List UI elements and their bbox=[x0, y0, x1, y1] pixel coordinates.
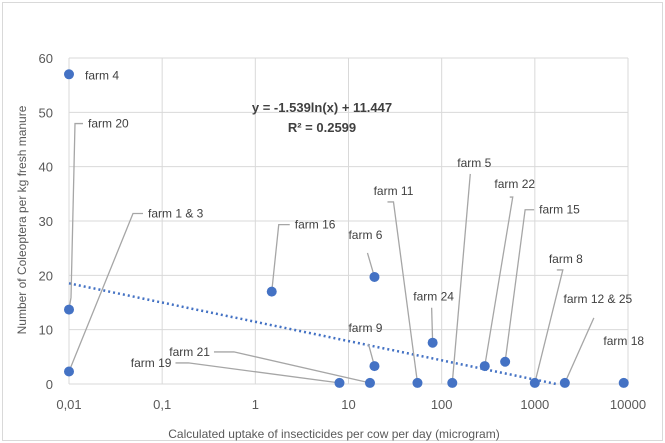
y-tick-label: 10 bbox=[39, 323, 53, 338]
y-tick-label: 30 bbox=[39, 214, 53, 229]
leader-line bbox=[68, 212, 143, 372]
leader-line bbox=[484, 196, 514, 367]
data-point bbox=[500, 356, 511, 367]
point-label: farm 4 bbox=[85, 68, 119, 82]
y-tick-labels: 0 10 20 30 40 50 60 bbox=[39, 51, 53, 392]
point-label: farm 19 bbox=[131, 356, 172, 370]
data-point bbox=[412, 377, 423, 388]
data-point bbox=[447, 377, 458, 388]
leader-line bbox=[564, 317, 595, 384]
point-label: farm 15 bbox=[539, 203, 580, 217]
point-label: farm 24 bbox=[413, 290, 454, 304]
point-label: farm 12 & 25 bbox=[564, 292, 633, 306]
point-label: farm 5 bbox=[457, 156, 491, 170]
point-label: farm 22 bbox=[494, 177, 535, 191]
x-tick-label: 100 bbox=[431, 397, 453, 412]
point-label: farm 1 & 3 bbox=[148, 207, 204, 221]
leader-line bbox=[504, 209, 535, 362]
grid bbox=[68, 57, 629, 385]
leader-line bbox=[175, 362, 340, 384]
y-tick-label: 20 bbox=[39, 268, 53, 283]
leader-line bbox=[534, 269, 564, 384]
leader-line bbox=[213, 351, 371, 384]
x-axis-title: Calculated uptake of insecticides per co… bbox=[168, 427, 499, 441]
data-point bbox=[427, 337, 438, 348]
data-points bbox=[64, 69, 629, 388]
leader-line bbox=[430, 307, 434, 343]
data-point bbox=[266, 286, 277, 297]
point-label: farm 18 bbox=[603, 334, 644, 348]
point-label: farm 21 bbox=[169, 345, 210, 359]
x-tick-label: 0,01 bbox=[56, 397, 81, 412]
point-label: farm 9 bbox=[348, 321, 382, 335]
data-point bbox=[369, 271, 380, 282]
leader-lines bbox=[68, 122, 595, 384]
point-label: farm 20 bbox=[88, 117, 129, 131]
point-label: farm 6 bbox=[348, 228, 382, 242]
y-tick-label: 50 bbox=[39, 105, 53, 120]
data-point bbox=[364, 377, 375, 388]
y-axis-title: Number of Coleoptera per kg fresh manure bbox=[15, 105, 29, 334]
data-point bbox=[559, 377, 570, 388]
y-tick-label: 60 bbox=[39, 51, 53, 66]
trendline-equation: y = -1.539ln(x) + 11.447 bbox=[252, 100, 392, 115]
data-point bbox=[618, 377, 629, 388]
point-labels: farm 4 farm 20 farm 1 & 3 farm 16 farm 6 farm… bbox=[85, 68, 644, 370]
data-point bbox=[64, 304, 74, 315]
data-point bbox=[334, 377, 345, 388]
x-tick-label: 1000 bbox=[520, 397, 549, 412]
x-tick-label: 10 bbox=[341, 397, 355, 412]
x-tick-label: 10000 bbox=[610, 397, 646, 412]
point-label: farm 8 bbox=[549, 252, 583, 266]
y-tick-label: 0 bbox=[46, 377, 53, 392]
point-label: farm 11 bbox=[374, 184, 414, 198]
leader-line bbox=[68, 122, 83, 310]
leader-line bbox=[451, 173, 471, 383]
data-point bbox=[479, 361, 490, 372]
x-tick-label: 0,1 bbox=[153, 397, 171, 412]
data-point bbox=[369, 361, 380, 372]
data-point bbox=[64, 366, 74, 377]
leader-line bbox=[387, 201, 419, 383]
data-point bbox=[64, 69, 74, 80]
y-tick-label: 40 bbox=[39, 160, 53, 175]
data-point bbox=[529, 377, 540, 388]
point-label: farm 16 bbox=[295, 218, 336, 232]
x-tick-labels: 0,01 0,1 1 10 100 1000 10000 bbox=[56, 397, 646, 412]
x-tick-label: 1 bbox=[252, 397, 259, 412]
leader-line bbox=[271, 223, 290, 292]
trendline-r-squared: R² = 0.2599 bbox=[288, 120, 356, 135]
